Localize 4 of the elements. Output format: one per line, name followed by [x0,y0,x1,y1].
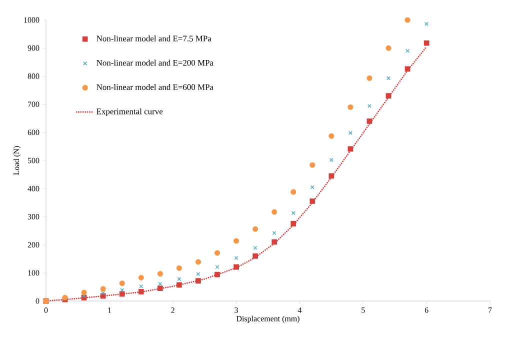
legend-label: Non-linear model and E=600 MPa [96,84,214,90]
legend-label: Non-linear model and E=7.5 MPa [96,35,212,42]
legend-label: Experimental curve [96,108,163,116]
legend-label: Non-linear model and E=200 MPa [96,60,214,66]
